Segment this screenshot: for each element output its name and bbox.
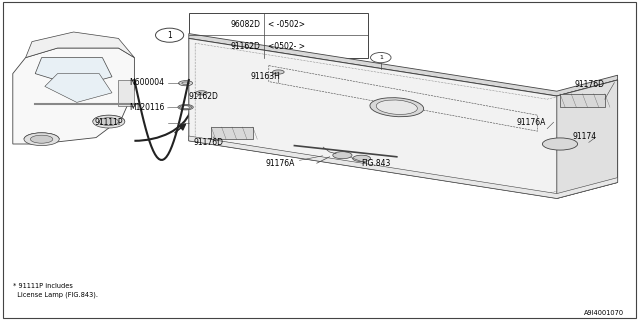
Polygon shape: [557, 80, 618, 198]
Text: 1: 1: [167, 31, 172, 40]
Text: 1: 1: [379, 55, 383, 60]
Ellipse shape: [273, 70, 284, 74]
Ellipse shape: [370, 98, 424, 117]
Polygon shape: [13, 48, 134, 144]
Ellipse shape: [196, 91, 207, 95]
Ellipse shape: [182, 82, 189, 84]
Ellipse shape: [178, 104, 193, 110]
Text: A9I4001070: A9I4001070: [584, 310, 624, 316]
Polygon shape: [189, 136, 618, 198]
Ellipse shape: [24, 133, 60, 146]
Text: <0502- >: <0502- >: [268, 42, 305, 51]
FancyBboxPatch shape: [560, 94, 605, 107]
Text: 91162D: 91162D: [189, 92, 219, 101]
Ellipse shape: [333, 152, 352, 159]
FancyBboxPatch shape: [118, 80, 134, 106]
Text: 91163H: 91163H: [251, 72, 281, 81]
Ellipse shape: [182, 106, 189, 109]
Text: 91176A: 91176A: [516, 118, 546, 127]
Ellipse shape: [99, 118, 118, 126]
FancyBboxPatch shape: [211, 127, 253, 139]
Ellipse shape: [376, 100, 417, 115]
Text: FIG.843: FIG.843: [362, 159, 391, 168]
Text: * 91111P includes
  License Lamp (FIG.843).: * 91111P includes License Lamp (FIG.843)…: [13, 283, 98, 298]
Ellipse shape: [31, 135, 53, 143]
Polygon shape: [189, 34, 618, 96]
Text: 91174: 91174: [573, 132, 597, 140]
Text: 91176A: 91176A: [266, 159, 295, 168]
Text: M120116: M120116: [129, 103, 164, 112]
Text: 91176D: 91176D: [193, 138, 223, 147]
Ellipse shape: [179, 81, 193, 86]
Ellipse shape: [543, 138, 578, 150]
Ellipse shape: [93, 115, 125, 128]
Text: 96082D: 96082D: [230, 20, 260, 28]
Polygon shape: [189, 38, 618, 198]
Text: 91111P: 91111P: [95, 118, 124, 127]
Text: N600004: N600004: [129, 78, 164, 87]
Text: 91176D: 91176D: [575, 80, 605, 89]
Text: < -0502>: < -0502>: [268, 20, 305, 28]
Polygon shape: [26, 32, 134, 58]
Polygon shape: [45, 74, 112, 102]
Polygon shape: [35, 58, 112, 86]
Text: 91162D: 91162D: [230, 42, 260, 51]
Ellipse shape: [353, 155, 371, 162]
